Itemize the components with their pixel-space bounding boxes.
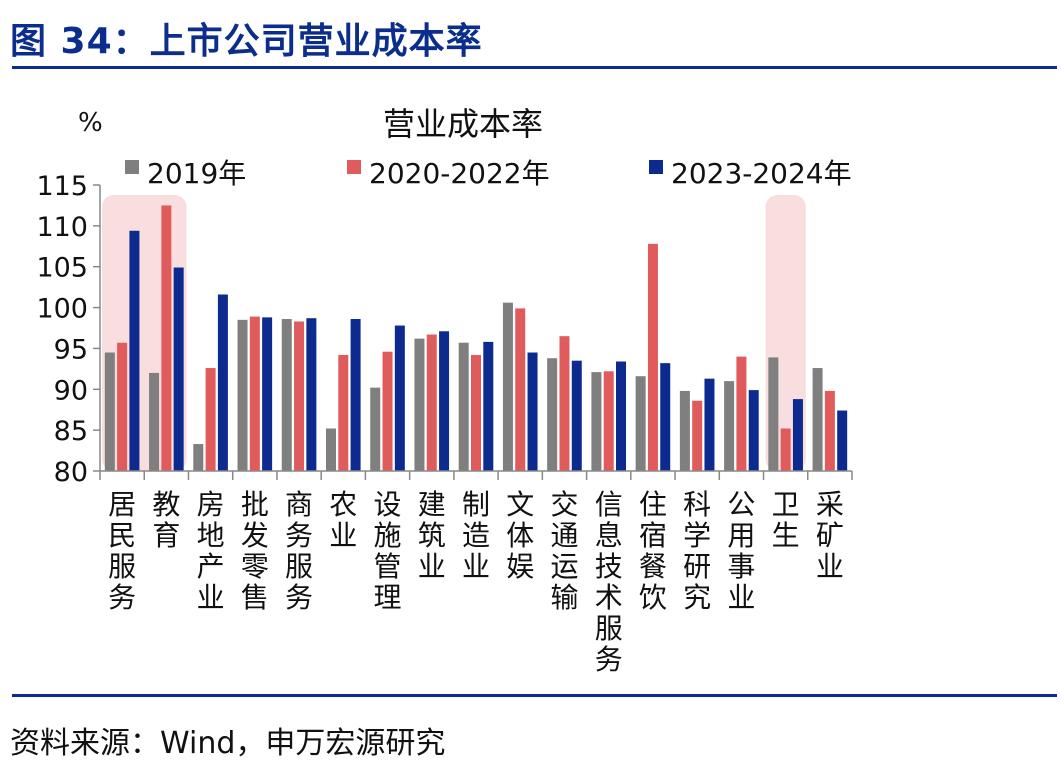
legend-label-0: 2019年 xyxy=(147,157,246,190)
legend-label-1: 2020-2022年 xyxy=(369,157,550,190)
bar-2-9 xyxy=(527,352,538,471)
bar-0-7 xyxy=(414,338,425,471)
bar-1-9 xyxy=(515,308,526,471)
y-tick-label: 95 xyxy=(54,334,88,365)
category-label: 房地产业 xyxy=(197,488,225,614)
y-tick-label: 80 xyxy=(54,457,88,488)
category-label: 商务服务 xyxy=(285,488,313,614)
legend-swatch-0 xyxy=(125,160,139,174)
x-labels: 居民服务教育房地产业批发零售商务服务农业设施管理建筑业制造业文体娱交通运输信息技… xyxy=(108,488,844,676)
bar-0-16 xyxy=(812,368,823,471)
bar-1-13 xyxy=(692,400,703,471)
bar-1-4 xyxy=(294,321,305,471)
legend: 2019年 2020-2022年 2023-2024年 xyxy=(125,157,852,190)
category-label: 信息技术服务 xyxy=(595,488,623,676)
y-tick-label: 100 xyxy=(36,294,88,325)
footer-rule xyxy=(12,694,1057,697)
bar-2-4 xyxy=(306,318,317,471)
bar-1-2 xyxy=(205,368,216,471)
y-axis-unit: % xyxy=(78,108,103,138)
bar-0-5 xyxy=(325,428,336,471)
bar-1-7 xyxy=(426,334,437,471)
category-label: 建筑业 xyxy=(418,488,446,583)
bar-2-14 xyxy=(748,390,759,471)
bar-2-6 xyxy=(394,325,405,471)
chart-title: 营业成本率 xyxy=(383,105,543,143)
bar-1-10 xyxy=(559,336,570,471)
category-label: 农业 xyxy=(329,488,357,552)
bar-0-0 xyxy=(104,352,115,471)
category-label: 制造业 xyxy=(462,488,490,583)
bar-0-11 xyxy=(591,372,602,471)
legend-label-2: 2023-2024年 xyxy=(671,157,852,190)
bar-2-16 xyxy=(837,410,848,471)
bar-1-12 xyxy=(647,243,658,471)
bar-0-10 xyxy=(547,358,558,471)
bar-0-12 xyxy=(635,376,646,471)
bar-2-3 xyxy=(262,317,273,471)
category-label: 采矿业 xyxy=(816,488,844,583)
figure-title: 图 34：上市公司营业成本率 xyxy=(10,21,483,62)
y-ticks: 80 85 90 95 100 105 110 115 xyxy=(36,171,100,488)
bar-2-15 xyxy=(792,399,803,471)
bar-1-6 xyxy=(382,351,393,471)
bar-2-10 xyxy=(571,360,582,471)
category-label: 教育 xyxy=(152,488,180,552)
bar-1-1 xyxy=(161,205,172,471)
y-tick-label: 115 xyxy=(36,171,88,202)
bar-2-0 xyxy=(129,230,140,471)
y-tick-label: 105 xyxy=(36,253,88,284)
bar-0-2 xyxy=(193,444,204,471)
bar-0-4 xyxy=(281,319,292,471)
category-label: 交通运输 xyxy=(550,488,578,614)
bar-1-5 xyxy=(338,354,349,471)
bar-2-2 xyxy=(217,294,228,471)
legend-swatch-2 xyxy=(649,160,663,174)
category-label: 设施管理 xyxy=(374,488,402,614)
bar-0-14 xyxy=(724,381,735,471)
bar-0-1 xyxy=(149,372,160,471)
axes xyxy=(99,185,853,480)
y-tick-label: 110 xyxy=(36,212,88,243)
bar-1-3 xyxy=(249,316,260,471)
bar-1-11 xyxy=(603,371,614,471)
bar-0-15 xyxy=(768,357,779,471)
bar-2-5 xyxy=(350,319,361,471)
bar-1-0 xyxy=(117,342,128,471)
bar-2-11 xyxy=(616,361,627,471)
bar-2-13 xyxy=(704,378,715,471)
bar-0-3 xyxy=(237,319,248,471)
bar-2-12 xyxy=(660,363,671,471)
source-note: 资料来源：Wind，申万宏源研究 xyxy=(10,726,446,761)
header-rule xyxy=(12,66,1057,69)
bar-0-6 xyxy=(370,387,381,471)
bar-2-1 xyxy=(173,267,184,471)
bar-0-13 xyxy=(679,390,690,471)
bar-0-8 xyxy=(458,342,469,471)
bar-1-15 xyxy=(780,428,791,471)
bars xyxy=(104,205,848,471)
category-label: 居民服务 xyxy=(108,488,136,614)
bar-0-9 xyxy=(502,302,513,471)
y-tick-label: 90 xyxy=(54,375,88,406)
category-label: 住宿餐饮 xyxy=(639,488,667,614)
category-label: 批发零售 xyxy=(241,488,269,614)
category-label: 科学研究 xyxy=(683,488,711,614)
bar-chart: % 营业成本率 2019年 2020-2022年 2023-2024年 80 85 90… xyxy=(36,105,853,676)
category-label: 文体娱 xyxy=(506,488,534,583)
bar-2-7 xyxy=(439,331,450,471)
bar-2-8 xyxy=(483,341,494,471)
category-label: 卫生 xyxy=(772,488,800,552)
category-label: 公用事业 xyxy=(727,488,755,614)
legend-swatch-1 xyxy=(347,160,361,174)
bar-1-8 xyxy=(471,354,481,471)
bar-1-16 xyxy=(824,390,835,471)
y-tick-label: 85 xyxy=(54,416,88,447)
bar-1-14 xyxy=(736,356,747,471)
